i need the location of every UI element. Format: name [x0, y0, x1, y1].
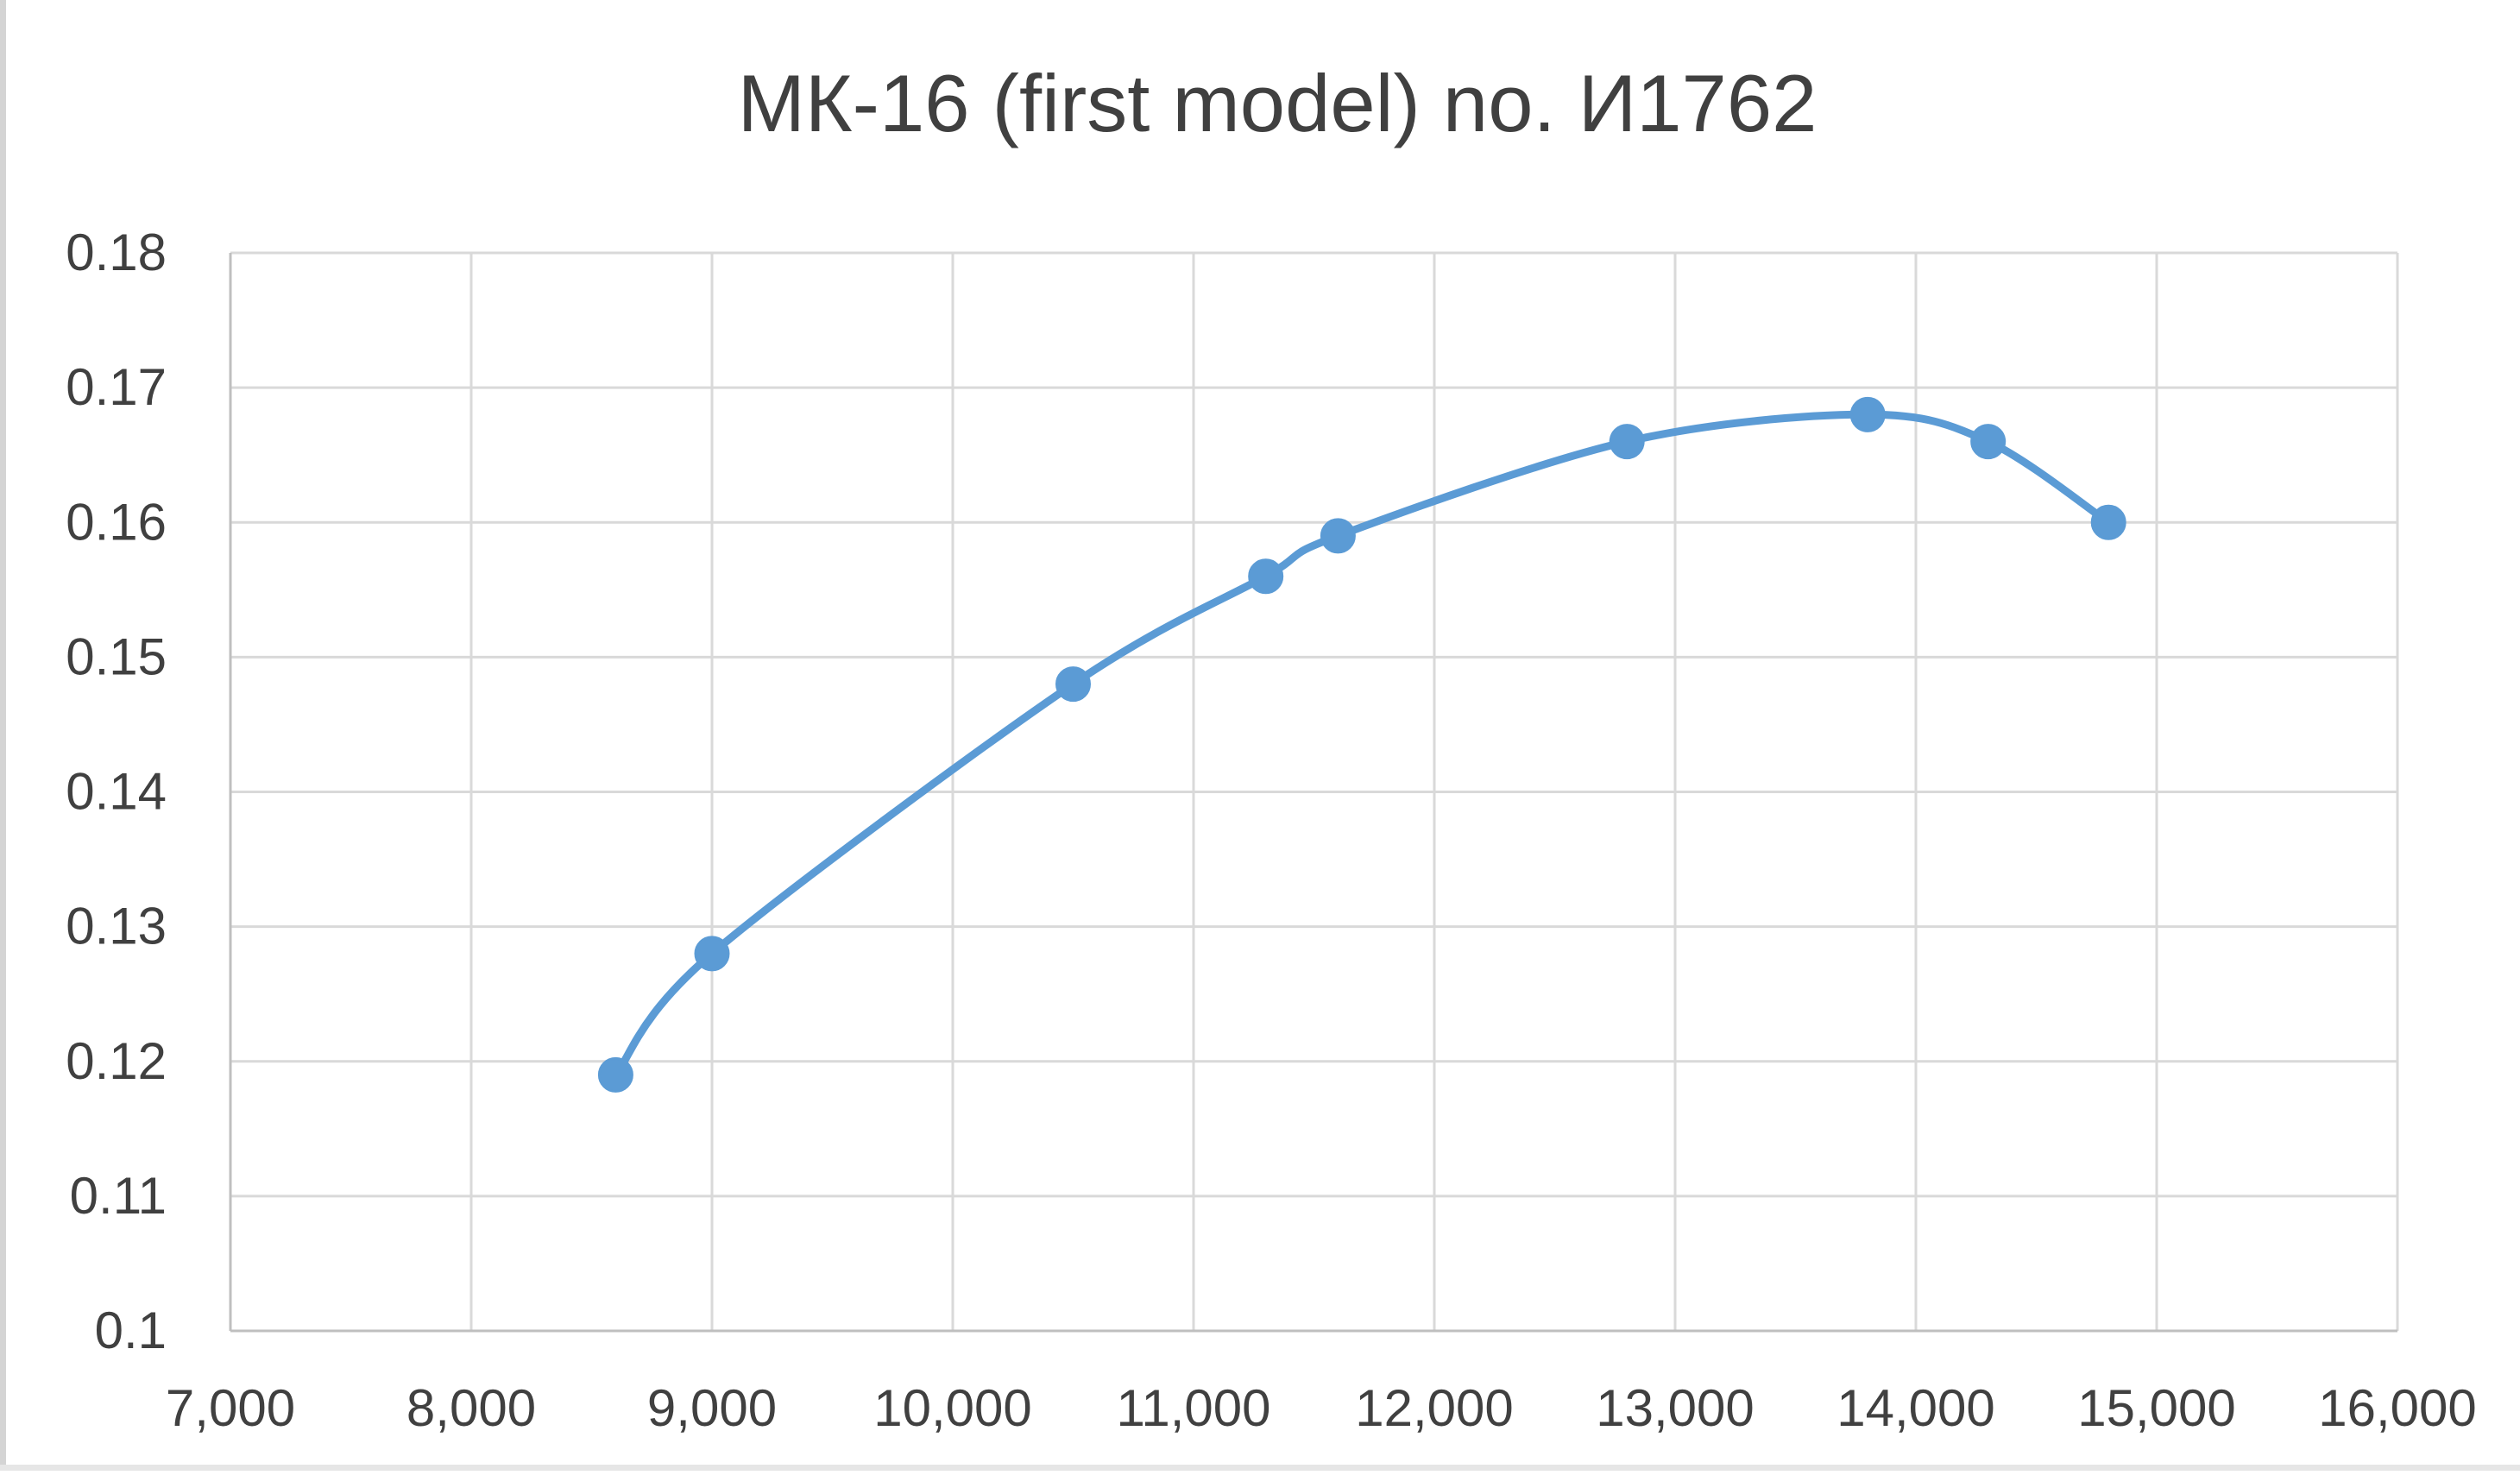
y-tick-label: 0.14 — [66, 763, 167, 821]
x-tick-label: 7,000 — [166, 1379, 295, 1437]
series-layer — [597, 396, 2126, 1093]
x-tick-label: 16,000 — [2318, 1379, 2477, 1437]
chart-left-border — [0, 0, 6, 1471]
chart-title: МК-16 (first model) no. И1762 — [738, 58, 1818, 148]
data-point-marker — [1320, 518, 1356, 554]
y-tick-label: 0.11 — [70, 1167, 167, 1225]
y-tick-label: 0.1 — [95, 1302, 167, 1359]
axes — [229, 253, 2397, 1333]
y-tick-label: 0.18 — [66, 224, 167, 281]
data-point-marker — [1055, 666, 1091, 703]
y-tick-label: 0.16 — [66, 493, 167, 551]
data-point-marker — [597, 1056, 633, 1093]
x-tick-label: 14,000 — [1836, 1379, 1995, 1437]
y-tick-label: 0.13 — [66, 898, 167, 955]
tick-labels: 0.1 0.11 0.12 0.13 0.14 0.15 0.16 0.17 0.18 7,000… — [66, 224, 2477, 1437]
data-point-marker — [1970, 424, 2007, 460]
x-tick-label: 11,000 — [1116, 1379, 1270, 1437]
data-point-marker — [1849, 396, 1886, 432]
data-point-marker — [2090, 504, 2126, 540]
x-tick-label: 12,000 — [1355, 1379, 1514, 1437]
x-tick-label: 9,000 — [647, 1379, 777, 1437]
data-point-marker — [1609, 424, 1645, 460]
y-tick-label: 0.17 — [66, 358, 167, 416]
x-tick-label: 10,000 — [873, 1379, 1032, 1437]
chart-bottom-border — [0, 1465, 2520, 1471]
y-tick-label: 0.15 — [66, 627, 167, 685]
y-tick-label: 0.12 — [66, 1032, 167, 1090]
x-tick-label: 8,000 — [406, 1379, 536, 1437]
series-line — [611, 410, 2113, 1079]
data-point-marker — [1248, 558, 1284, 595]
data-point-marker — [694, 936, 730, 972]
x-tick-label: 13,000 — [1596, 1379, 1755, 1437]
grid-lines — [230, 251, 2399, 1331]
x-tick-label: 15,000 — [2077, 1379, 2236, 1437]
